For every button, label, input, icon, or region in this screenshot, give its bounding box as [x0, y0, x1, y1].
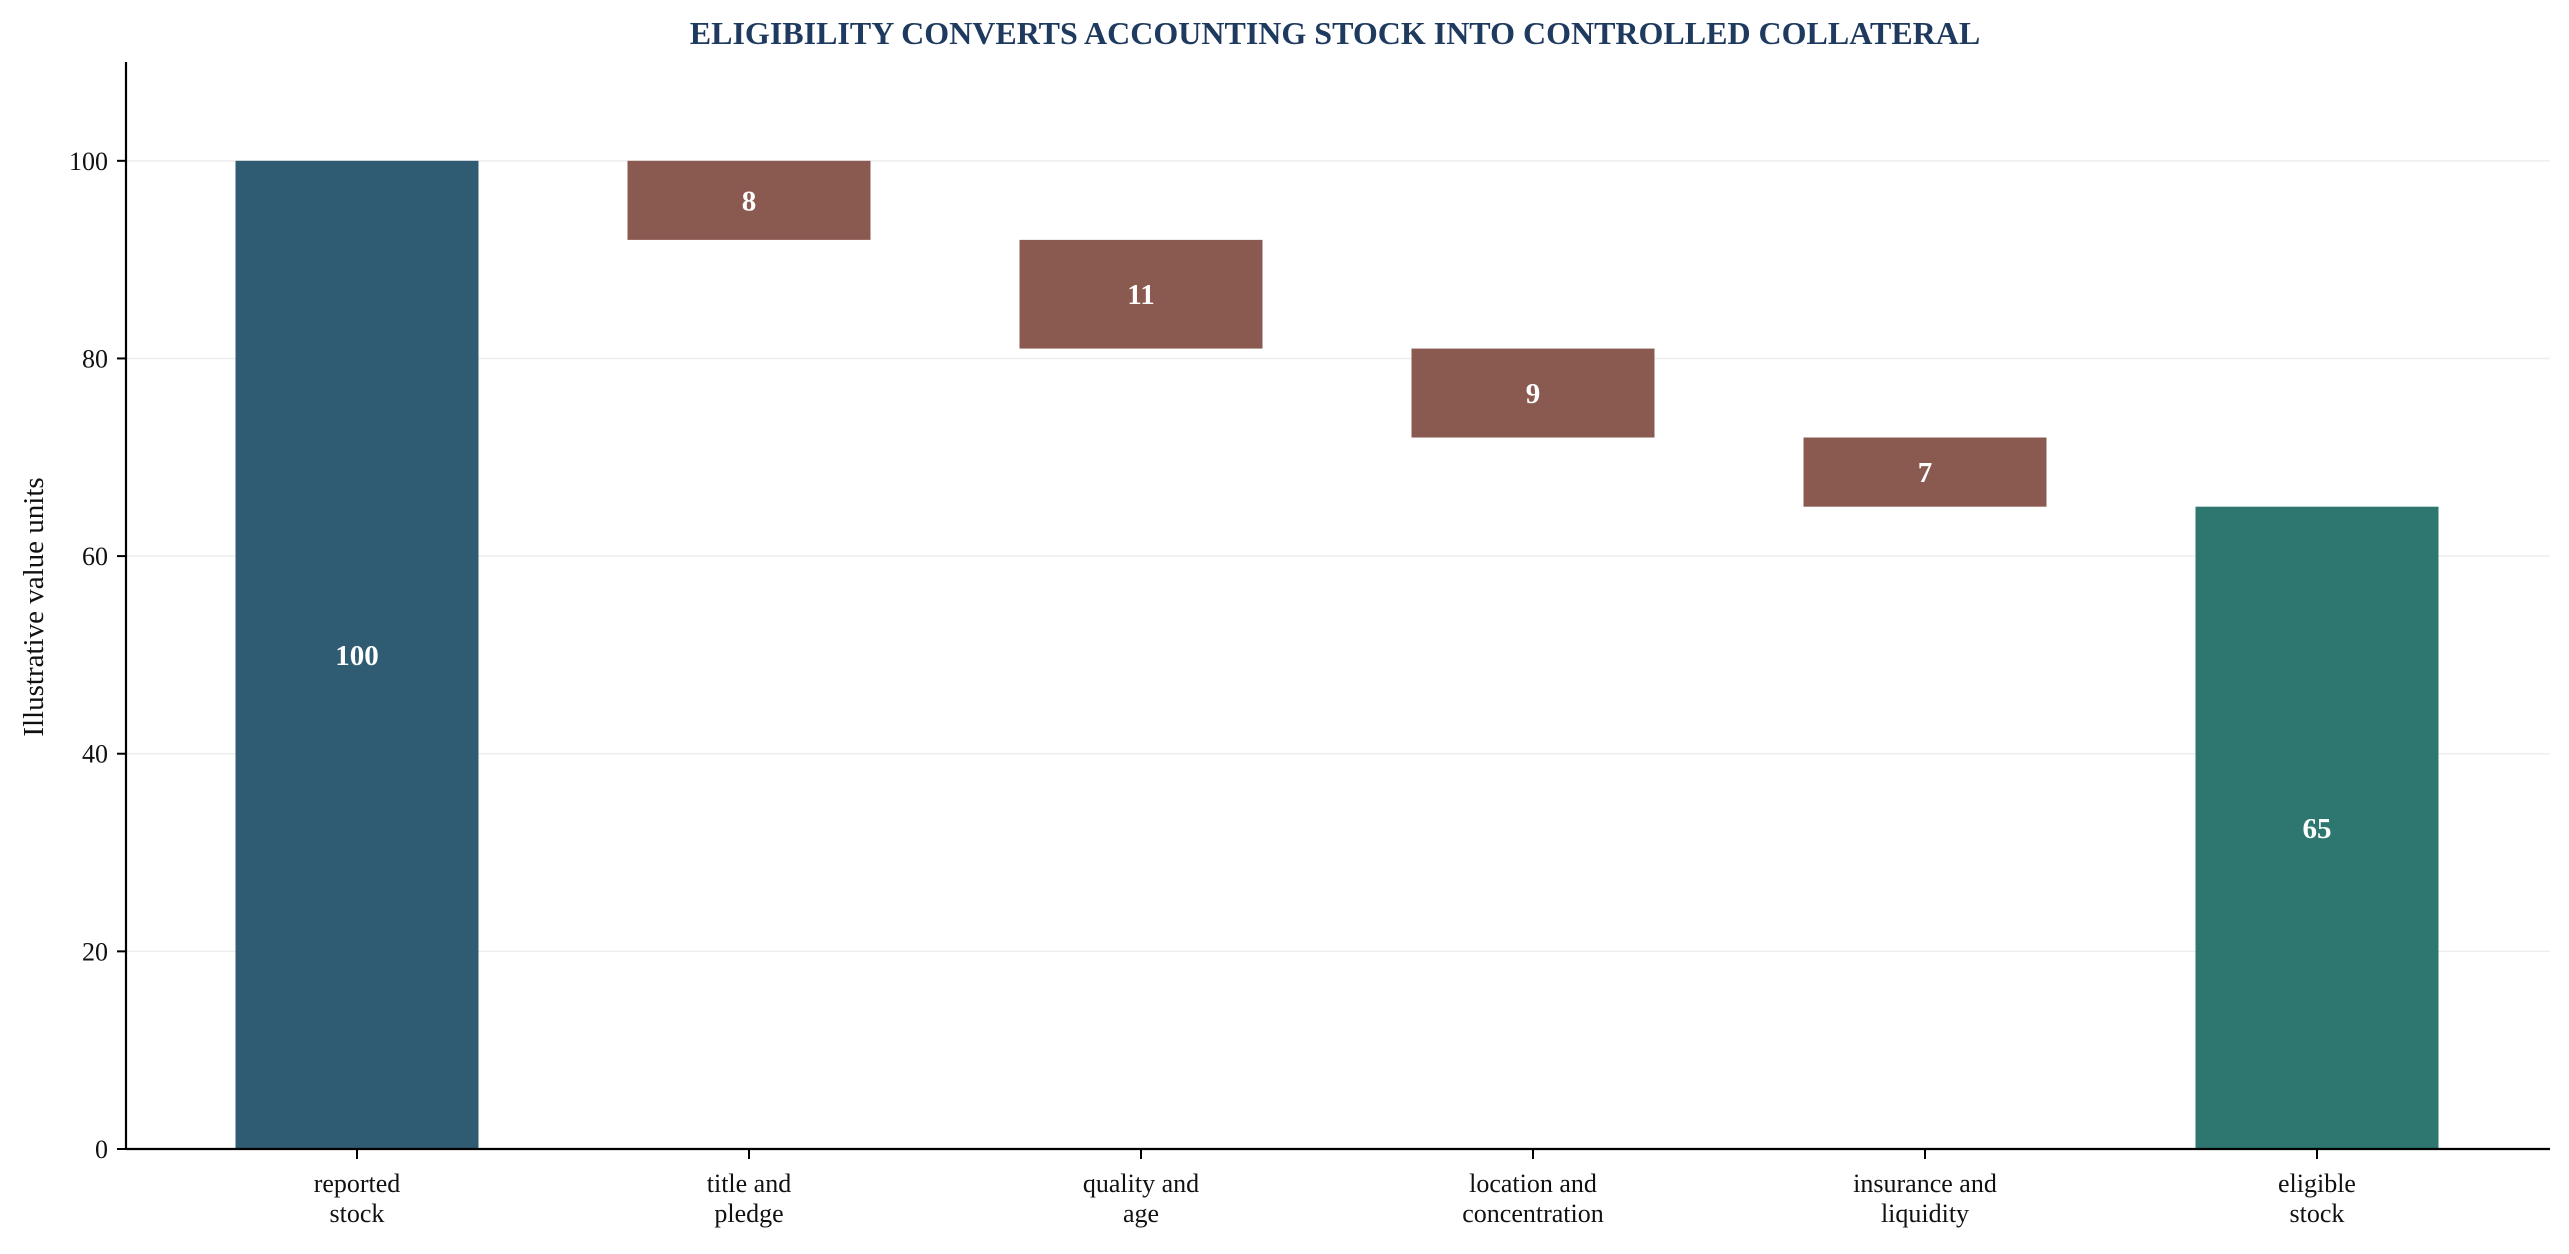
y-tick-label-20: 20 — [82, 937, 108, 966]
y-axis-label: Illustrative value units — [18, 477, 50, 736]
bar-4 — [1803, 437, 2047, 507]
bar-value-label-4: 7 — [1918, 457, 1933, 489]
bar-0 — [235, 160, 479, 1149]
bar-1 — [627, 160, 871, 240]
bar-value-labels: 100 8 11 9 7 65 — [335, 185, 2331, 844]
x-axis-ticks: reported stock title and pledge quality and a… — [314, 1149, 2356, 1228]
bar-value-label-2: 11 — [1127, 279, 1154, 311]
y-tick-label-100: 100 — [69, 147, 108, 176]
bar-value-label-3: 9 — [1526, 378, 1541, 410]
chart-title: ELIGIBILITY CONVERTS ACCOUNTING STOCK IN… — [690, 15, 1980, 51]
bar-value-label-1: 8 — [742, 185, 757, 217]
y-tick-label-80: 80 — [82, 344, 108, 373]
x-tick-label-2: quality and age — [1083, 1169, 1199, 1228]
bar-2 — [1019, 239, 1263, 349]
y-tick-label-0: 0 — [95, 1135, 108, 1164]
bars — [235, 160, 2439, 1149]
bar-5 — [2195, 506, 2439, 1149]
x-tick-label-5: eligible stock — [2278, 1169, 2356, 1228]
y-tick-label-40: 40 — [82, 740, 108, 769]
grid-lines — [126, 160, 2550, 953]
x-tick-label-0: reported stock — [314, 1169, 401, 1228]
bar-value-label-5: 65 — [2303, 813, 2332, 845]
x-tick-label-1: title and pledge — [707, 1169, 791, 1228]
y-axis-ticks: 0 20 40 60 80 100 — [69, 147, 126, 1164]
x-tick-label-4: insurance and liquidity — [1853, 1169, 1997, 1228]
bar-3 — [1411, 348, 1655, 438]
bar-value-label-0: 100 — [335, 640, 379, 672]
y-tick-label-60: 60 — [82, 542, 108, 571]
x-tick-label-3: location and concentration — [1462, 1169, 1604, 1228]
